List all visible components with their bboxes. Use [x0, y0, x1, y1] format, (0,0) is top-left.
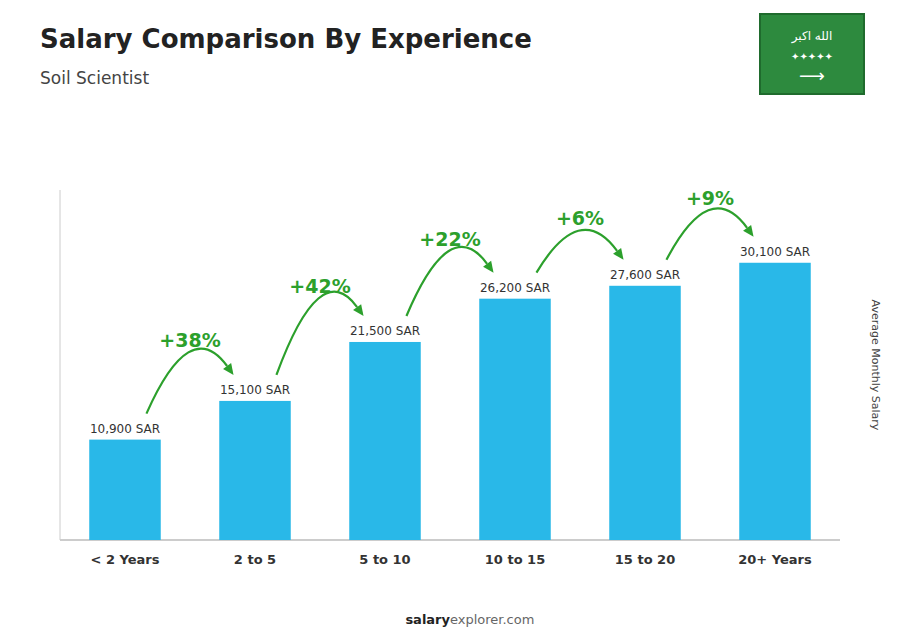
x-tick-label: 10 to 15: [485, 552, 545, 567]
arrow-line: [406, 247, 487, 316]
data-label: 30,100 SAR: [740, 245, 810, 259]
annotation: +42%: [289, 275, 350, 297]
title: Salary Comparison By Experience: [40, 24, 532, 54]
x-tick-label: 20+ Years: [738, 552, 812, 567]
badge-text: الله اكبر: [791, 29, 833, 44]
arrow-line: [146, 349, 227, 414]
annotation: +6%: [556, 207, 604, 229]
data-label: 27,600 SAR: [610, 268, 680, 282]
arrow-line: [276, 292, 357, 375]
data-label: 10,900 SAR: [90, 422, 160, 436]
bar: [219, 401, 291, 540]
bars: [89, 263, 811, 540]
x-tick-label: 5 to 10: [359, 552, 410, 567]
bar: [479, 299, 551, 540]
badge-text: ⟶: [799, 65, 825, 86]
x-tick-label: 2 to 5: [234, 552, 276, 567]
arrow-head: [613, 248, 624, 260]
arrow-head: [223, 363, 234, 375]
footer: explorer.com: [450, 612, 534, 627]
arrow-line: [666, 208, 747, 259]
change-arrow: [406, 247, 493, 316]
change-arrow: [146, 349, 233, 414]
data-label: 21,500 SAR: [350, 324, 420, 338]
bar: [349, 342, 421, 540]
chart: Salary Comparison By Experience Soil Scie…: [0, 0, 900, 641]
arrow-head: [353, 304, 364, 316]
badge: الله اكبر ✦✦✦✦✦ ⟶: [760, 14, 864, 94]
x-axis-line: [60, 540, 840, 541]
x-tick-label: 15 to 20: [615, 552, 675, 567]
data-label: 15,100 SAR: [220, 383, 290, 397]
annotation: +22%: [419, 228, 480, 250]
arrow-line: [536, 230, 617, 273]
bar: [89, 440, 161, 540]
y-axis-label: Average Monthly Salary: [869, 300, 882, 431]
subtitle: Soil Scientist: [40, 68, 149, 88]
arrow-head: [743, 225, 754, 237]
change-arrow: [276, 292, 363, 375]
bar: [609, 286, 681, 540]
data-label: 26,200 SAR: [480, 281, 550, 295]
annotation: +38%: [159, 329, 220, 351]
y-axis-line: [60, 190, 61, 540]
arrow-head: [483, 261, 494, 273]
bar: [739, 263, 811, 540]
footer: salary: [405, 612, 450, 627]
change-arrow: [666, 208, 753, 259]
badge-box: [760, 14, 864, 94]
annotation: +9%: [686, 187, 734, 209]
x-tick-label: < 2 Years: [91, 552, 160, 567]
badge-text: ✦✦✦✦✦: [791, 51, 833, 62]
change-arrow: [536, 230, 623, 273]
